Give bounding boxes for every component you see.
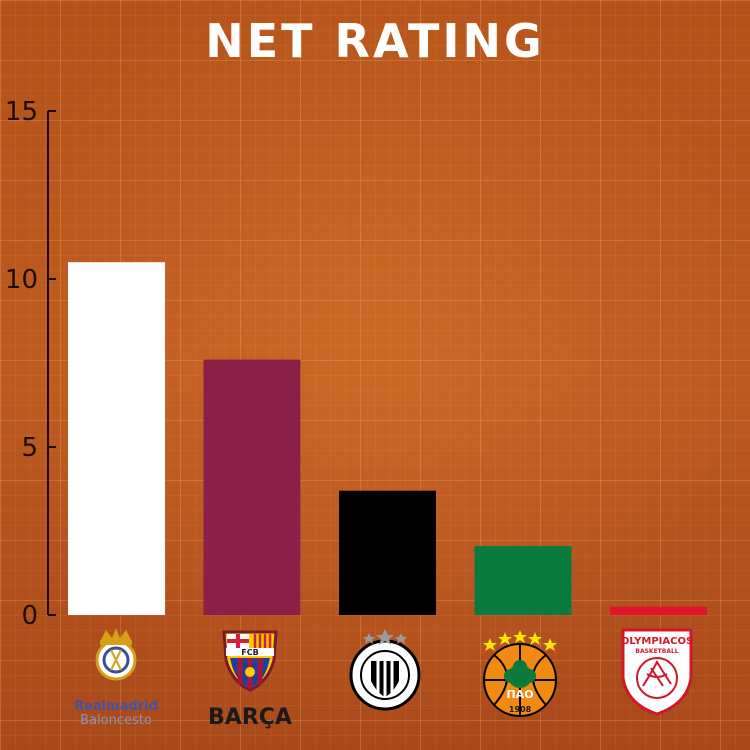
y-tick-label: 5 xyxy=(21,433,38,463)
logo-line-1-0: BARÇA xyxy=(208,705,292,730)
bar-real-madrid xyxy=(68,262,165,615)
pao-crest-year: 1908 xyxy=(509,705,532,714)
pao-crest-letters: ΠΑΟ xyxy=(506,688,533,701)
y-tick-label: 10 xyxy=(5,265,38,295)
chart-title: NET RATING xyxy=(205,14,545,68)
bar-partizan xyxy=(339,490,436,615)
logo-line-0-1: Baloncesto xyxy=(80,713,152,728)
bar-olympiacos xyxy=(610,606,707,615)
bars-group xyxy=(68,262,707,615)
partizan-crest-icon xyxy=(349,629,421,711)
olympiacos-crest-sub: BASKETBALL xyxy=(635,648,678,655)
olympiacos-crest-icon: OLYMPIACOS BASKETBALL xyxy=(621,628,693,716)
bar-panathinaikos xyxy=(474,546,572,615)
panathinaikos-crest-icon: ΠΑΟ 1908 xyxy=(483,630,557,717)
olympiacos-crest-letters: OLYMPIACOS xyxy=(621,636,693,647)
y-axis: 0 5 10 15 xyxy=(5,97,56,631)
y-tick-label: 15 xyxy=(5,97,38,127)
y-tick-label: 0 xyxy=(21,601,38,631)
barca-crest-letters: FCB xyxy=(241,648,258,657)
bar-bar-a xyxy=(203,359,301,615)
real-madrid-crest-icon xyxy=(95,628,137,681)
logos-group: Realmadrid Baloncesto FCB BARÇA xyxy=(74,628,693,730)
fc-barcelona-crest-icon: FCB xyxy=(222,630,278,692)
logo-line-0-0: Realmadrid xyxy=(74,699,158,714)
